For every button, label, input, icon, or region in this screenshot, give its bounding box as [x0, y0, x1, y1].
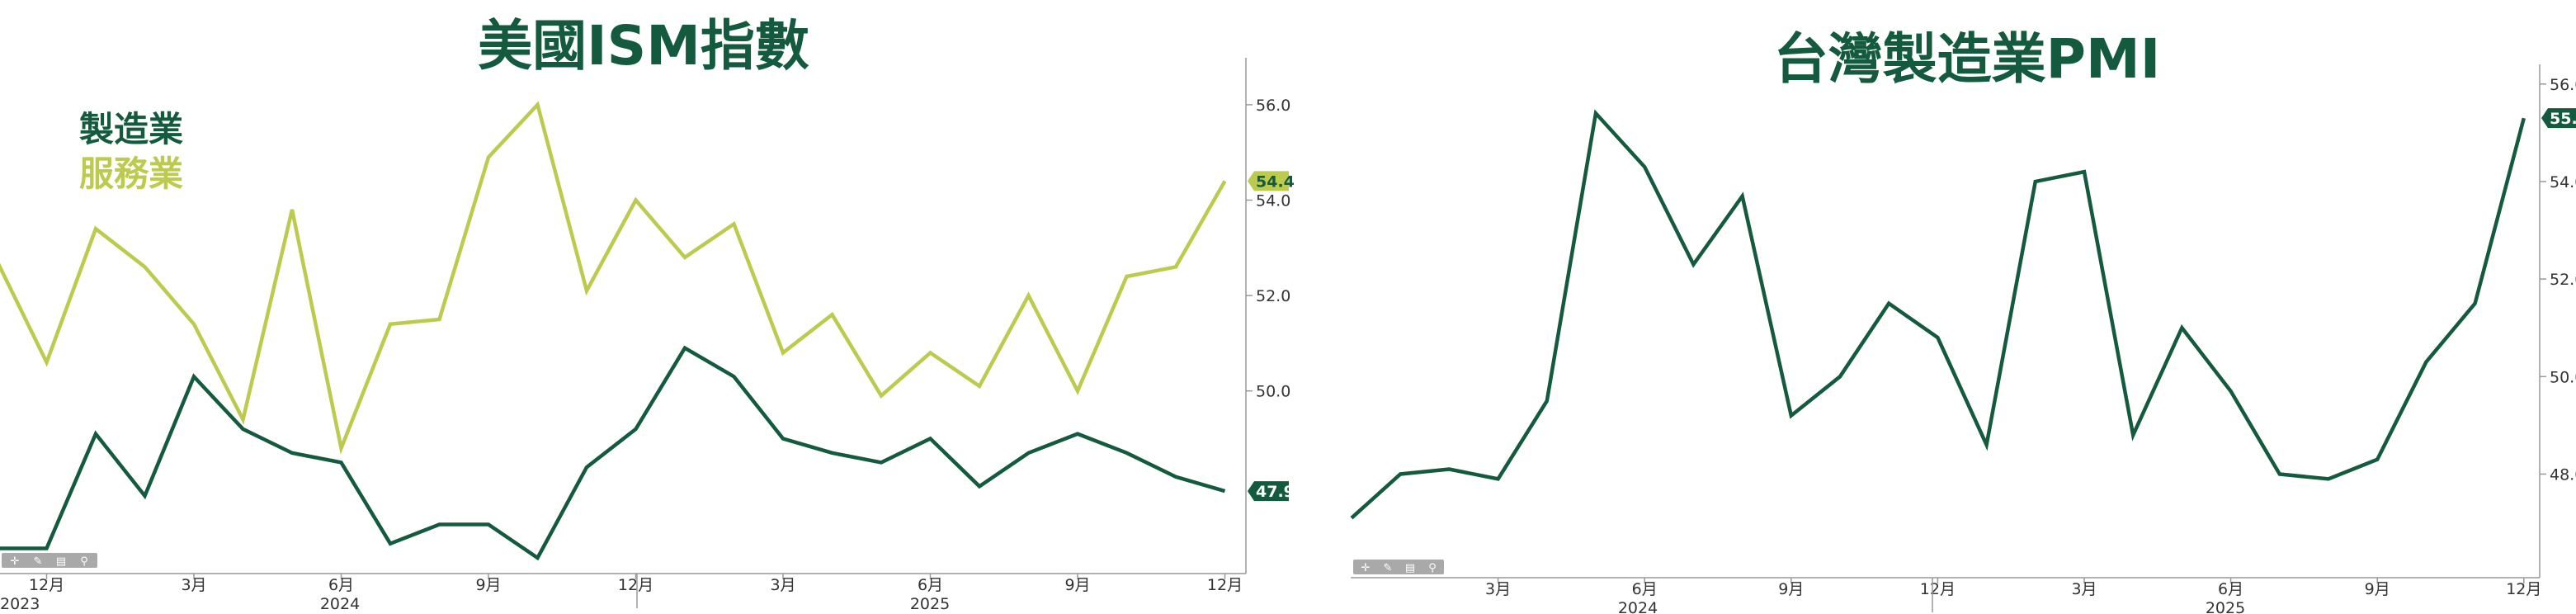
table-icon[interactable]: ▤	[56, 555, 66, 568]
y-tick-label: 54.0	[1256, 192, 1290, 210]
x-tick-label: 12月	[1207, 576, 1243, 594]
last-value-flag	[1248, 481, 1289, 502]
search-icon[interactable]: ⚲	[1428, 562, 1437, 574]
right-y-axis: 56.0 54.0 52.0 50.0 48.0	[2540, 76, 2576, 484]
left-last-value-labels: 54.4 47.9	[1248, 171, 1295, 502]
x-tick-label: 9月	[1778, 580, 1804, 598]
y-tick-label: 50.0	[2550, 368, 2576, 386]
draw-icon[interactable]: ✎	[1384, 562, 1393, 574]
x-tick-label: 3月	[1485, 580, 1511, 598]
legend-manufacturing: 製造業	[79, 109, 183, 149]
x-tick-label: 6月	[1632, 580, 1658, 598]
series-line-services	[0, 101, 1227, 455]
x-tick-label: 6月	[328, 576, 354, 594]
y-tick-label: 50.0	[1256, 383, 1290, 401]
series-line-manufacturing	[0, 345, 1226, 561]
year-label: 2023	[0, 595, 40, 613]
left-chart-toolbar[interactable]: ✛ ✎ ▤ ⚲	[2, 553, 97, 568]
y-tick-label: 48.0	[2550, 465, 2576, 484]
y-tick-label: 52.0	[2550, 271, 2576, 289]
y-tick-label: 56.0	[2550, 76, 2576, 94]
last-value-label: 54.4	[1256, 172, 1295, 191]
x-tick-label: 9月	[475, 576, 501, 594]
right-chart-title: 台灣製造業PMI	[1774, 27, 2161, 91]
x-tick-label: 3月	[2071, 580, 2097, 598]
x-tick-label: 3月	[181, 576, 206, 594]
left-year-labels: 2023 2024 2025	[0, 574, 950, 613]
last-value-label: 55.3	[2550, 110, 2576, 128]
left-x-axis: 12月 3月 6月 9月 12月 3月 6月 9月 12月	[29, 574, 1243, 594]
zoom-in-icon[interactable]: ✛	[11, 555, 20, 568]
x-tick-label: 12月	[1920, 580, 1956, 598]
x-tick-label: 9月	[2365, 580, 2390, 598]
left-chart-title: 美國ISM指數	[478, 14, 809, 78]
x-tick-label: 12月	[2506, 580, 2541, 598]
x-tick-label: 12月	[29, 576, 64, 594]
table-icon[interactable]: ▤	[1405, 562, 1415, 574]
right-chart-toolbar[interactable]: ✛ ✎ ▤ ⚲	[1353, 560, 1444, 574]
draw-icon[interactable]: ✎	[34, 555, 43, 568]
x-tick-label: 12月	[618, 576, 653, 594]
search-icon[interactable]: ⚲	[80, 555, 88, 568]
right-chart: 台灣製造業PMI 56.054.052.050.048.0 3月6月9月12月3…	[1350, 27, 2576, 614]
left-chart: 美國ISM指數 製造業 服務業 56.0 54.0 52.0 50.0 12月 3月 6月…	[0, 14, 1295, 613]
zoom-in-icon[interactable]: ✛	[1361, 562, 1371, 574]
y-tick-label: 52.0	[1256, 287, 1290, 305]
last-value-flag	[2541, 108, 2576, 129]
y-tick-label: 54.0	[2550, 173, 2576, 191]
series-line-taiwan-pmi	[1350, 109, 2526, 520]
x-tick-label: 6月	[2218, 580, 2243, 598]
last-value-flag	[1248, 171, 1289, 191]
year-label: 2024	[1618, 599, 1658, 614]
toolbar-background	[2, 553, 97, 568]
y-tick-label: 56.0	[1256, 97, 1290, 115]
legend-services: 服務業	[79, 154, 183, 194]
right-series-lines	[1350, 109, 2526, 520]
right-x-axis: 3月 6月 9月 12月 3月 6月 9月 12月	[1485, 578, 2541, 598]
x-tick-label: 9月	[1064, 576, 1090, 594]
left-series-lines	[0, 101, 1227, 561]
year-label: 2025	[2206, 599, 2245, 614]
x-tick-label: 3月	[770, 576, 795, 594]
year-label: 2024	[320, 595, 360, 613]
year-label: 2025	[910, 595, 950, 613]
right-last-value-labels: 55.3	[2541, 108, 2576, 128]
left-y-axis: 56.0 54.0 52.0 50.0	[1246, 97, 1290, 401]
last-value-label: 47.9	[1256, 483, 1295, 501]
x-tick-label: 6月	[918, 576, 943, 594]
right-year-labels: 2024 2025	[1618, 578, 2245, 614]
toolbar-background	[1353, 560, 1444, 574]
